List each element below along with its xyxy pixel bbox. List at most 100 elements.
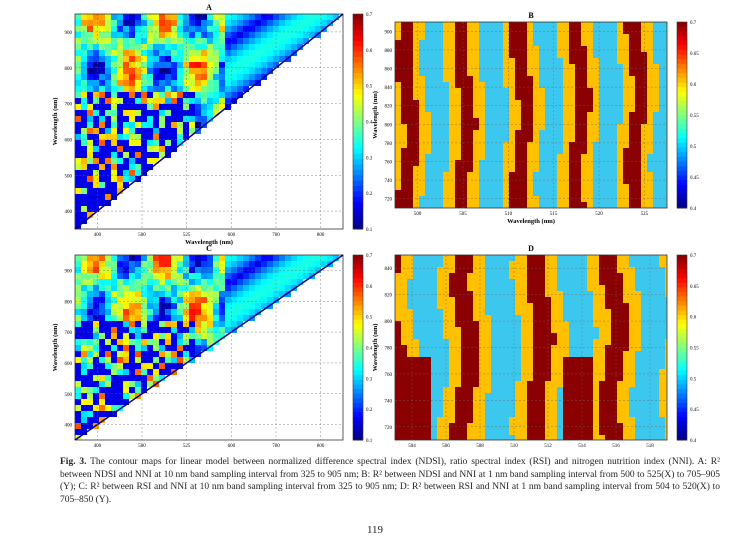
contour-cell [111, 345, 117, 351]
contour-cell [117, 14, 123, 20]
contour-cell [473, 345, 479, 351]
contour-cell [419, 267, 425, 273]
contour-cell [437, 381, 443, 387]
contour-cell [141, 255, 147, 261]
contour-cell [105, 146, 111, 152]
contour-cell [491, 136, 497, 142]
contour-cell [593, 184, 599, 190]
colorbar-cell [677, 156, 687, 162]
contour-cell [99, 200, 105, 206]
contour-cell [665, 166, 667, 172]
contour-cell [479, 94, 485, 100]
contour-cell [605, 345, 611, 351]
contour-cell [147, 104, 153, 110]
contour-cell [201, 291, 207, 297]
contour-cell [497, 202, 503, 208]
contour-cell [473, 357, 479, 363]
contour-cell [659, 40, 665, 46]
contour-cell [99, 309, 105, 315]
contour-cell [647, 100, 653, 106]
contour-cell [569, 22, 575, 28]
colorbar-cell [677, 292, 687, 298]
contour-cell [225, 26, 231, 32]
contour-cell [135, 351, 141, 357]
contour-cell [503, 291, 509, 297]
contour-cell [479, 273, 485, 279]
contour-cell [455, 202, 461, 208]
contour-cell [497, 52, 503, 58]
contour-cell [237, 279, 243, 285]
contour-cell [467, 172, 473, 178]
contour-cell [87, 134, 93, 140]
contour-cell [539, 417, 545, 423]
contour-cell [285, 279, 291, 285]
x-tick-label: 500 [138, 444, 146, 449]
colorbar-tick-label: 0.4 [690, 439, 697, 444]
contour-cell [653, 333, 659, 339]
contour-cell [593, 148, 599, 154]
contour-cell [431, 148, 437, 154]
contour-cell [461, 357, 467, 363]
contour-cell [641, 435, 647, 440]
contour-cell [213, 38, 219, 44]
contour-cell [437, 58, 443, 64]
contour-cell [87, 261, 93, 267]
contour-cell [93, 92, 99, 98]
contour-cell [587, 130, 593, 136]
colorbar-cell [677, 54, 687, 60]
contour-cell [273, 50, 279, 56]
contour-cell [231, 285, 237, 291]
contour-cell [123, 285, 129, 291]
contour-cell [261, 291, 267, 297]
contour-cell [395, 112, 401, 118]
contour-cell [117, 170, 123, 176]
contour-cell [551, 405, 557, 411]
contour-cell [437, 387, 443, 393]
contour-cell [629, 88, 635, 94]
contour-cell [581, 423, 587, 429]
contour-cell [231, 315, 237, 321]
contour-cell [315, 14, 321, 20]
contour-cell [401, 106, 407, 112]
contour-cell [635, 267, 641, 273]
contour-cell [587, 190, 593, 196]
contour-cell [653, 261, 659, 267]
contour-cell [431, 369, 437, 375]
contour-cell [461, 76, 467, 82]
contour-cell [141, 116, 147, 122]
contour-cell [635, 34, 641, 40]
contour-cell [141, 140, 147, 146]
contour-cell [647, 303, 653, 309]
contour-cell [201, 56, 207, 62]
contour-cell [551, 106, 557, 112]
colorbar-cell [353, 375, 363, 381]
contour-cell [515, 423, 521, 429]
contour-cell [401, 190, 407, 196]
contour-cell [99, 375, 105, 381]
contour-cell [231, 309, 237, 315]
contour-cell [141, 273, 147, 279]
contour-cell [243, 80, 249, 86]
contour-cell [159, 369, 165, 375]
contour-cell [599, 64, 605, 70]
contour-cell [515, 375, 521, 381]
contour-cell [473, 315, 479, 321]
contour-cell [575, 94, 581, 100]
contour-cell [225, 303, 231, 309]
contour-cell [99, 128, 105, 134]
contour-cell [635, 333, 641, 339]
contour-cell [533, 136, 539, 142]
contour-cell [647, 58, 653, 64]
contour-cell [521, 393, 527, 399]
contour-cell [243, 14, 249, 20]
contour-cell [401, 130, 407, 136]
contour-cell [533, 393, 539, 399]
contour-cell [509, 315, 515, 321]
contour-cell [629, 387, 635, 393]
contour-cell [135, 116, 141, 122]
contour-cell [659, 315, 665, 321]
contour-cell [267, 56, 273, 62]
contour-cell [527, 255, 533, 261]
contour-cell [105, 321, 111, 327]
contour-cell [575, 88, 581, 94]
